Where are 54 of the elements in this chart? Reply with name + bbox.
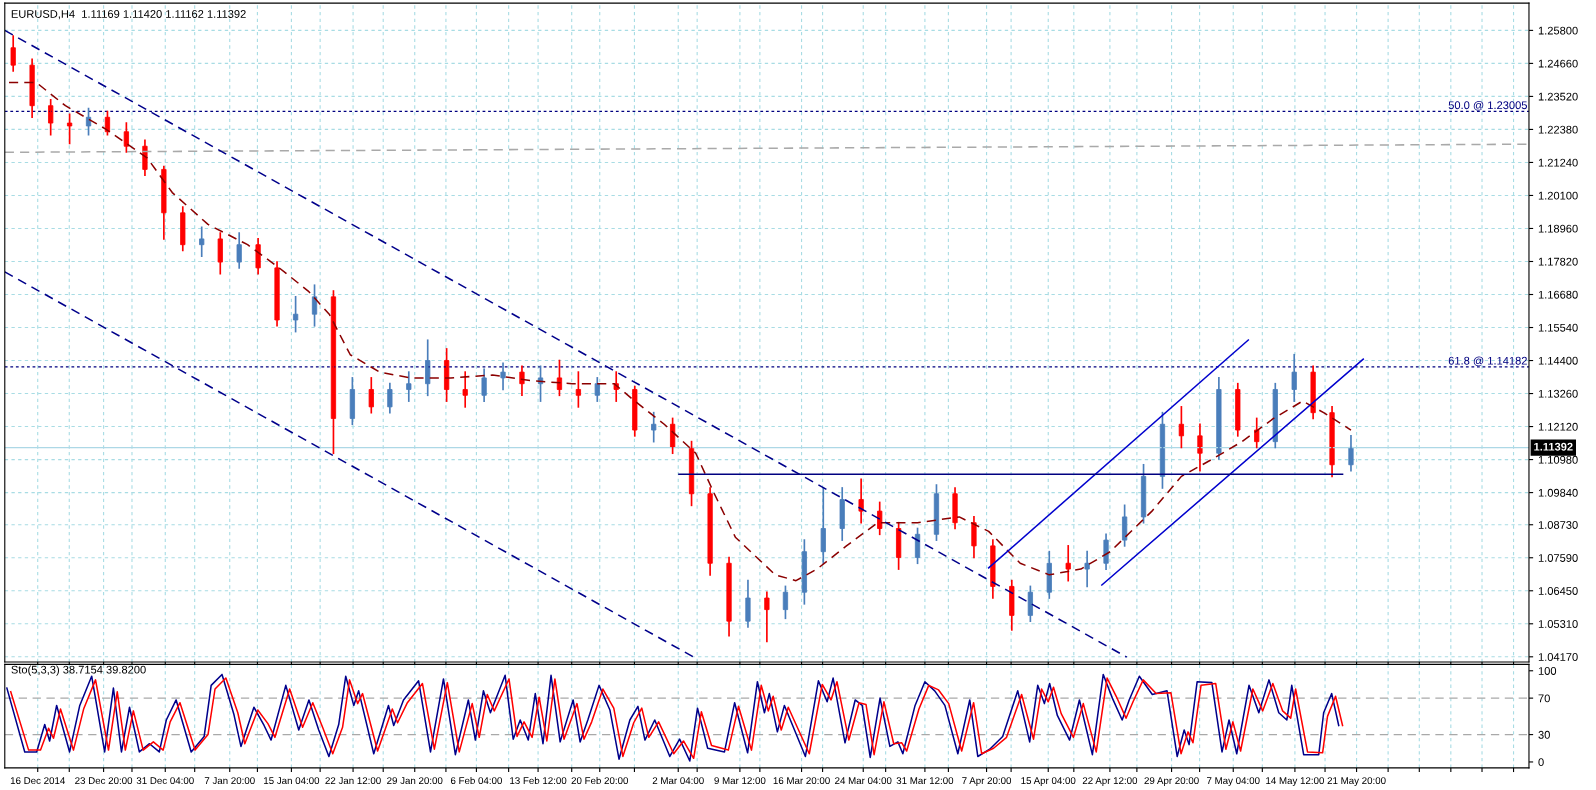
x-tick-label: 31 Dec 04:00: [136, 777, 194, 785]
y-tick-label: 1.20100: [1538, 191, 1578, 200]
chart-title: Sto(5,3,3) 38.7154 39.8200: [11, 665, 146, 676]
x-tick-label: 15 Jan 04:00: [264, 777, 320, 785]
y-tick-label: 1.14400: [1538, 356, 1578, 365]
y-tick-label: 70: [1538, 694, 1550, 703]
x-tick-label: 16 Dec 2014: [10, 777, 66, 785]
x-tick-label: 6 Feb 04:00: [450, 776, 502, 785]
ref-line-label: 50.0 @ 1.23005: [1448, 100, 1527, 111]
x-tick-label: 21 May 20:00: [1327, 777, 1386, 786]
y-tick-label: 1.17820: [1538, 257, 1578, 266]
x-tick-label: 22 Apr 12:00: [1082, 777, 1138, 786]
y-tick-label: 1.12120: [1538, 422, 1578, 431]
ref-line-label: 61.8 @ 1.14182: [1448, 356, 1527, 367]
y-tick-label: 1.24660: [1538, 59, 1578, 68]
x-tick-label: 14 May 12:00: [1266, 777, 1324, 786]
x-tick-label: 13 Feb 12:00: [510, 776, 567, 785]
text: EURUSD,H4 1.11169 1.11420 1.11162 1.11392: [11, 10, 246, 20]
y-tick-label: 1.09840: [1538, 488, 1578, 497]
x-tick-label: 29 Jan 20:00: [387, 777, 443, 785]
x-tick-label: 7 Apr 20:00: [962, 777, 1012, 786]
x-tick-label: 2 Mar 04:00: [652, 777, 704, 785]
y-tick-label: 1.05310: [1538, 620, 1578, 628]
x-tick-label: 7 Jan 20:00: [204, 777, 255, 785]
ref-line-label: 1.11392: [1534, 442, 1573, 451]
y-tick-label: 1.08730: [1538, 521, 1578, 529]
candlestick: [67, 113, 73, 145]
x-tick-label: 23 Dec 20:00: [75, 777, 133, 785]
x-tick-label: 15 Apr 04:00: [1021, 777, 1076, 786]
x-tick-label: 9 Mar 12:00: [714, 777, 766, 785]
y-tick-label: 1.18960: [1538, 224, 1578, 233]
x-tick-label: 22 Jan 12:00: [325, 777, 381, 785]
y-tick-label: 1.22380: [1538, 125, 1578, 134]
y-tick-label: 1.16680: [1538, 290, 1578, 299]
y-tick-label: 1.21240: [1538, 158, 1578, 167]
y-tick-label: 100: [1538, 667, 1557, 675]
x-tick-label: 16 Mar 20:00: [773, 777, 830, 785]
y-tick-label: 1.06450: [1538, 587, 1578, 595]
y-tick-label: 0: [1538, 758, 1544, 767]
x-tick-label: 7 May 04:00: [1206, 777, 1260, 786]
candlestick: [500, 362, 506, 391]
x-tick-label: 20 Feb 20:00: [571, 776, 629, 785]
y-tick-label: 1.25800: [1538, 26, 1578, 35]
y-tick-label: 1.07590: [1538, 554, 1578, 562]
y-tick-label: 1.15540: [1538, 323, 1578, 332]
x-tick-label: 24 Mar 04:00: [835, 777, 892, 785]
y-tick-label: 30: [1538, 730, 1550, 739]
y-tick-label: 1.04170: [1538, 653, 1578, 661]
x-tick-label: 31 Mar 12:00: [896, 777, 954, 785]
y-tick-label: 1.13260: [1538, 389, 1578, 398]
y-tick-label: 1.10980: [1538, 455, 1578, 464]
y-tick-label: 1.23520: [1538, 92, 1578, 101]
line-series: [8, 81, 1352, 582]
x-tick-label: 29 Apr 20:00: [1144, 777, 1199, 786]
